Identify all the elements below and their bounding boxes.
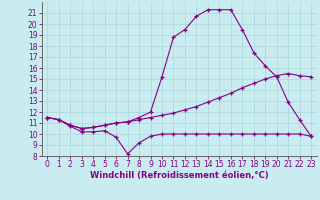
X-axis label: Windchill (Refroidissement éolien,°C): Windchill (Refroidissement éolien,°C) <box>90 171 268 180</box>
